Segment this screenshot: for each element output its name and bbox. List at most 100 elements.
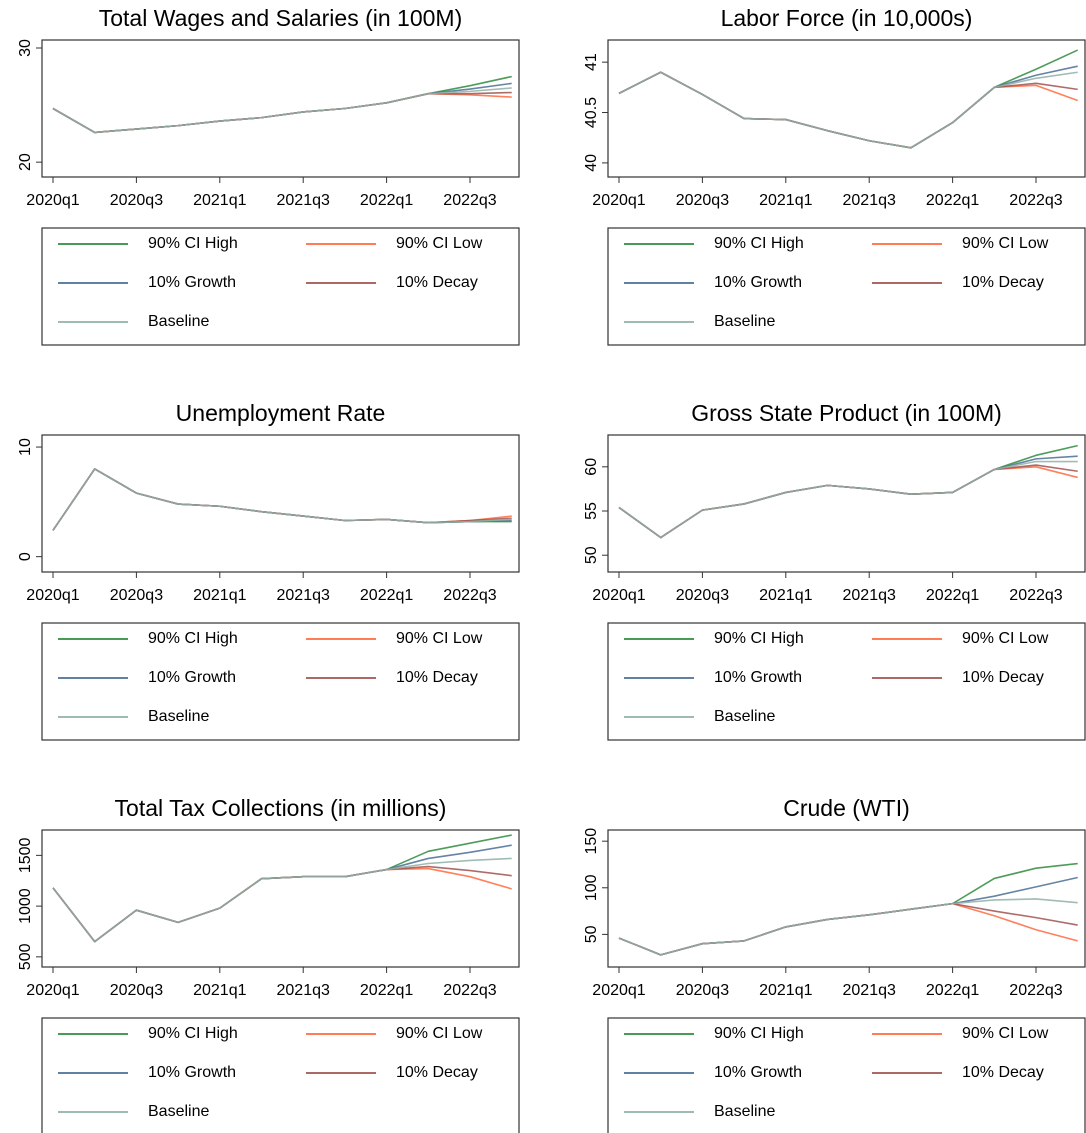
- x-tick-label: 2020q3: [676, 587, 729, 604]
- plot-area: [41, 829, 520, 968]
- x-tick-label: 2022q3: [1009, 587, 1062, 604]
- x-tick-label: 2022q1: [360, 982, 413, 999]
- plot-area: [607, 39, 1086, 178]
- legend-label: 10% Growth: [714, 1064, 802, 1081]
- legend-label: 90% CI High: [714, 1025, 804, 1042]
- legend-label: 90% CI High: [714, 235, 804, 252]
- x-tick-label: 2022q3: [1009, 192, 1062, 209]
- y-tick-label: 0: [17, 552, 34, 561]
- y-tick-label: 60: [583, 458, 600, 476]
- chart-title: Unemployment Rate: [176, 400, 386, 426]
- x-tick-label: 2022q3: [443, 192, 496, 209]
- legend-label: 10% Growth: [148, 274, 236, 291]
- legend-label: 10% Growth: [714, 274, 802, 291]
- x-tick-label: 2020q3: [110, 192, 163, 209]
- legend-label: 10% Decay: [396, 669, 478, 686]
- legend-box: [607, 1017, 1086, 1133]
- legend-label: 10% Growth: [148, 1064, 236, 1081]
- legend-label: 90% CI Low: [396, 630, 483, 647]
- x-tick-label: 2022q1: [360, 192, 413, 209]
- x-tick-label: 2021q1: [193, 192, 246, 209]
- legend-label: Baseline: [714, 708, 775, 725]
- x-tick-label: 2020q1: [592, 982, 645, 999]
- legend-box: [41, 622, 520, 741]
- x-tick-label: 2022q3: [443, 982, 496, 999]
- x-tick-label: 2020q3: [110, 587, 163, 604]
- y-tick-label: 50: [583, 925, 600, 943]
- x-tick-label: 2022q1: [926, 587, 979, 604]
- x-tick-label: 2021q1: [759, 587, 812, 604]
- legend-label: 10% Decay: [396, 274, 478, 291]
- plot-area: [607, 434, 1086, 573]
- x-tick-label: 2021q3: [277, 982, 330, 999]
- plot-area: [607, 829, 1086, 968]
- chart-panel: Labor Force (in 10,000s) 40 40.5 41 2020q1 20…: [583, 5, 1086, 346]
- x-tick-label: 2020q1: [26, 192, 79, 209]
- legend-box: [41, 227, 520, 346]
- chart-panel: Crude (WTI) 50 100 150 2020q1 2020q3 2021q1 202…: [583, 795, 1086, 1133]
- y-tick-label: 100: [583, 874, 600, 901]
- legend-label: Baseline: [714, 313, 775, 330]
- y-tick-label: 40.5: [583, 97, 600, 128]
- x-tick-label: 2021q3: [843, 982, 896, 999]
- series-line: [618, 898, 1078, 956]
- series-line: [52, 857, 512, 943]
- x-tick-label: 2020q3: [110, 982, 163, 999]
- x-tick-label: 2021q1: [759, 192, 812, 209]
- legend-label: Baseline: [148, 1103, 209, 1120]
- legend-label: 90% CI Low: [396, 1025, 483, 1042]
- legend-label: 10% Decay: [396, 1064, 478, 1081]
- x-tick-label: 2020q1: [26, 982, 79, 999]
- x-tick-label: 2021q3: [843, 192, 896, 209]
- legend-box: [41, 1017, 520, 1133]
- legend-label: 90% CI High: [148, 630, 238, 647]
- x-tick-label: 2021q3: [843, 587, 896, 604]
- y-tick-label: 1000: [17, 888, 34, 924]
- series-line: [618, 460, 1078, 539]
- chart-title: Total Tax Collections (in millions): [115, 795, 447, 821]
- x-tick-label: 2022q1: [926, 192, 979, 209]
- legend-label: 10% Growth: [714, 669, 802, 686]
- y-tick-label: 30: [17, 39, 34, 57]
- legend-label: 10% Decay: [962, 669, 1044, 686]
- x-tick-label: 2020q1: [592, 192, 645, 209]
- series-line: [52, 87, 512, 134]
- legend-label: Baseline: [714, 1103, 775, 1120]
- x-tick-label: 2020q1: [592, 587, 645, 604]
- legend-label: 90% CI Low: [962, 235, 1049, 252]
- legend-label: 10% Decay: [962, 274, 1044, 291]
- y-tick-label: 1500: [17, 837, 34, 873]
- series-line: [52, 468, 512, 531]
- legend-label: 90% CI High: [148, 1025, 238, 1042]
- chart-title: Crude (WTI): [783, 795, 910, 821]
- chart-panel: Total Tax Collections (in millions) 500 10…: [17, 795, 520, 1133]
- x-tick-label: 2021q1: [193, 587, 246, 604]
- x-tick-label: 2021q3: [277, 587, 330, 604]
- y-tick-label: 10: [17, 438, 34, 456]
- legend-label: 90% CI High: [714, 630, 804, 647]
- legend-box: [607, 622, 1086, 741]
- legend-box: [607, 227, 1086, 346]
- chart-panel: Total Wages and Salaries (in 100M) 20 30 20…: [17, 5, 520, 346]
- x-tick-label: 2022q1: [926, 982, 979, 999]
- legend-label: 90% CI High: [148, 235, 238, 252]
- plot-area: [41, 434, 520, 573]
- legend-label: 10% Decay: [962, 1064, 1044, 1081]
- plot-area: [41, 39, 520, 178]
- y-tick-label: 40: [583, 154, 600, 172]
- x-tick-label: 2020q3: [676, 982, 729, 999]
- chart-panel: Unemployment Rate 0 10 2020q1 2020q3 2021q1 20…: [17, 400, 520, 741]
- legend-label: 90% CI Low: [962, 1025, 1049, 1042]
- legend-label: Baseline: [148, 708, 209, 725]
- y-tick-label: 55: [583, 502, 600, 520]
- y-tick-label: 20: [17, 153, 34, 171]
- chart-panel: Gross State Product (in 100M) 50 55 60 2020q…: [583, 400, 1086, 741]
- x-tick-label: 2022q1: [360, 587, 413, 604]
- legend-label: 10% Growth: [148, 669, 236, 686]
- y-tick-label: 41: [583, 53, 600, 71]
- chart-title: Gross State Product (in 100M): [691, 400, 1002, 426]
- x-tick-label: 2021q1: [759, 982, 812, 999]
- legend-label: 90% CI Low: [396, 235, 483, 252]
- chart-title: Total Wages and Salaries (in 100M): [99, 5, 463, 31]
